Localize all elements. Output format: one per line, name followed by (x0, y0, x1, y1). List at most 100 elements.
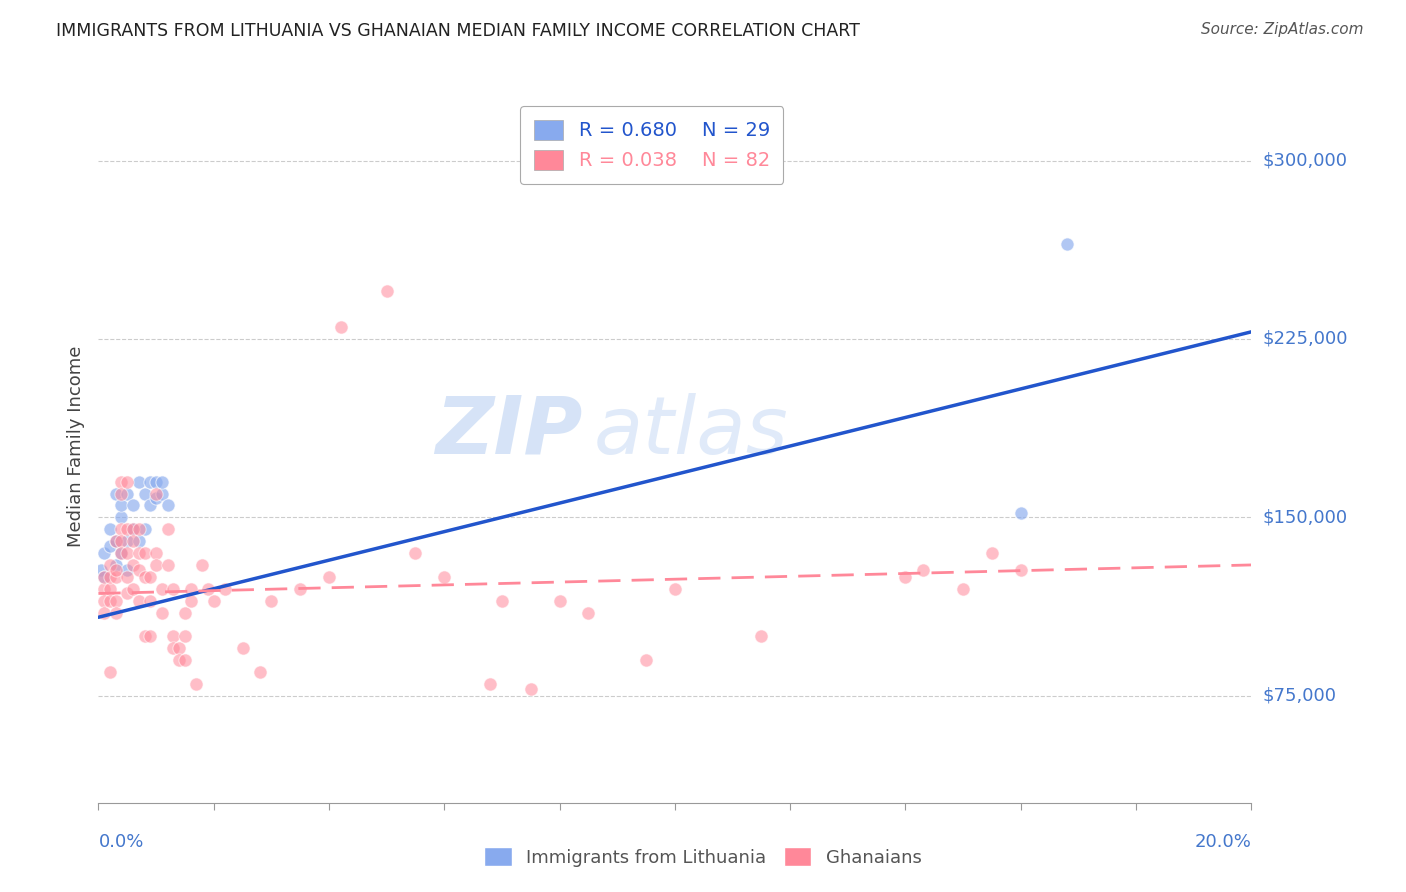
Point (93, 593, 115, 607)
Point (139, 499, 162, 513)
Point (1056, 236, 1078, 251)
Point (1010, 563, 1032, 577)
Point (104, 534, 127, 549)
Point (104, 570, 127, 584)
Point (260, 593, 283, 607)
Point (894, 570, 917, 584)
Point (122, 522, 145, 536)
Point (167, 653, 190, 667)
Point (128, 563, 150, 577)
Point (290, 582, 312, 596)
Text: $75,000: $75,000 (1263, 687, 1337, 705)
Point (197, 582, 219, 596)
Text: 20.0%: 20.0% (1195, 833, 1251, 851)
Point (93, 546, 115, 560)
Point (145, 546, 167, 560)
Point (134, 570, 156, 584)
Point (110, 510, 132, 524)
Point (117, 570, 138, 584)
Point (93, 570, 115, 584)
Point (98, 593, 121, 607)
Point (578, 606, 600, 620)
Point (156, 558, 179, 572)
Point (202, 593, 225, 607)
Point (156, 499, 179, 513)
Point (110, 475, 132, 489)
Legend: Immigrants from Lithuania, Ghanaians: Immigrants from Lithuania, Ghanaians (477, 840, 929, 874)
Point (98, 570, 121, 584)
Y-axis label: Median Family Income: Median Family Income (66, 345, 84, 547)
Point (180, 593, 202, 607)
Point (911, 563, 934, 577)
Point (98, 522, 121, 536)
Point (134, 629, 156, 643)
Point (110, 522, 132, 536)
Text: Source: ZipAtlas.com: Source: ZipAtlas.com (1201, 22, 1364, 37)
Point (122, 499, 145, 513)
Point (162, 582, 184, 596)
Point (104, 534, 127, 549)
Point (128, 546, 150, 560)
Point (145, 491, 167, 506)
Point (122, 522, 145, 536)
Point (110, 486, 132, 500)
Point (93, 570, 115, 584)
Legend: R = 0.680    N = 29, R = 0.038    N = 82: R = 0.680 N = 29, R = 0.038 N = 82 (520, 106, 783, 184)
Point (122, 534, 145, 549)
Text: $225,000: $225,000 (1263, 330, 1348, 348)
Point (318, 570, 340, 584)
Text: atlas: atlas (595, 392, 789, 471)
Point (110, 499, 132, 513)
Point (104, 563, 127, 577)
Point (191, 558, 214, 572)
Point (122, 582, 145, 596)
Point (145, 558, 167, 572)
Point (104, 593, 127, 607)
Point (128, 534, 150, 549)
Point (162, 641, 184, 656)
Point (139, 629, 162, 643)
Point (117, 563, 138, 577)
Point (150, 475, 173, 489)
Point (186, 677, 208, 691)
Text: $300,000: $300,000 (1263, 152, 1347, 169)
Point (90, 563, 112, 577)
Point (150, 486, 173, 500)
Point (145, 486, 167, 500)
Point (134, 486, 156, 500)
Point (145, 475, 167, 489)
Point (110, 546, 132, 560)
Text: 0.0%: 0.0% (98, 833, 143, 851)
Point (156, 522, 179, 536)
Point (128, 593, 150, 607)
Point (134, 546, 156, 560)
Point (117, 534, 138, 549)
Point (433, 570, 456, 584)
Point (139, 570, 162, 584)
Text: ZIP: ZIP (436, 392, 582, 471)
Point (104, 558, 127, 572)
Point (981, 546, 1004, 560)
Point (150, 582, 173, 596)
Point (249, 665, 271, 679)
Point (117, 486, 138, 500)
Point (110, 546, 132, 560)
Point (93, 582, 115, 596)
Point (751, 629, 773, 643)
Point (174, 629, 197, 643)
Point (162, 629, 184, 643)
Point (167, 641, 190, 656)
Point (98, 558, 121, 572)
Point (952, 582, 974, 596)
Point (405, 546, 427, 560)
Point (117, 586, 138, 600)
Point (1010, 506, 1032, 520)
Point (150, 606, 173, 620)
Point (122, 558, 145, 572)
Point (548, 593, 571, 607)
Point (174, 653, 197, 667)
Point (104, 486, 127, 500)
Point (98, 539, 121, 553)
Point (174, 606, 197, 620)
Point (664, 582, 686, 596)
